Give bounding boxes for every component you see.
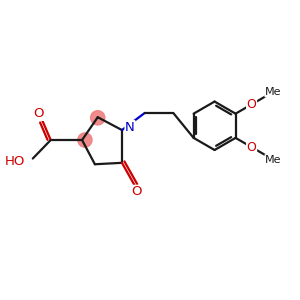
Text: Me: Me [265, 87, 282, 97]
Text: O: O [131, 185, 142, 198]
Text: O: O [34, 107, 44, 120]
Circle shape [91, 111, 105, 125]
Text: Me: Me [265, 155, 282, 165]
Text: O: O [247, 141, 256, 154]
Text: HO: HO [4, 155, 25, 169]
Text: N: N [125, 121, 135, 134]
Circle shape [78, 133, 92, 147]
Text: O: O [247, 98, 256, 111]
